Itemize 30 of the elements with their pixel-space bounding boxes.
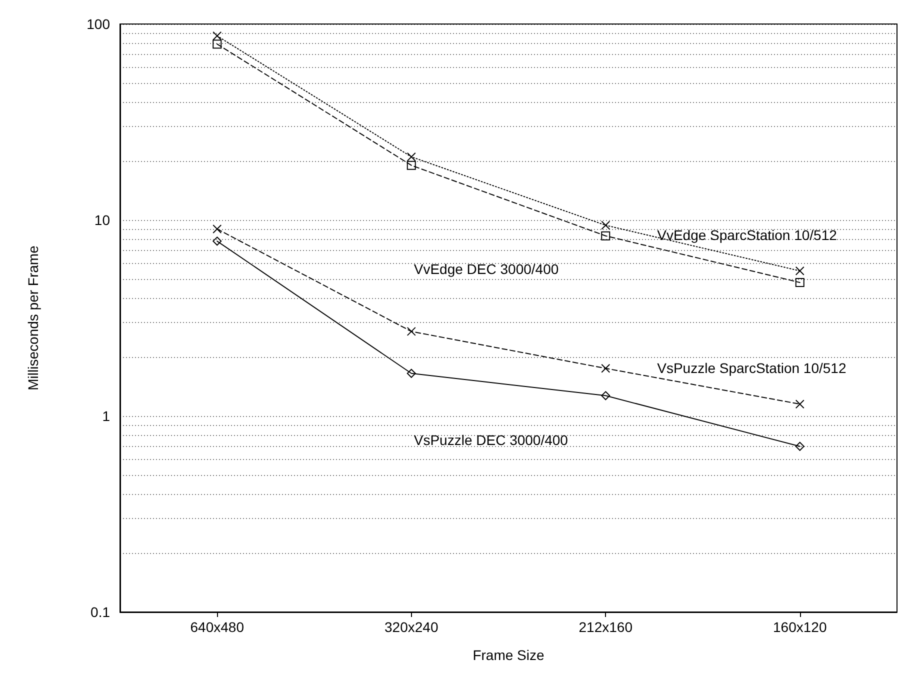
series-label: VsPuzzle SparcStation 10/512 (657, 360, 846, 376)
text: VvEdge DEC 3000/400 (414, 260, 559, 277)
point (406, 152, 416, 162)
point (601, 231, 610, 240)
point (795, 442, 804, 451)
point (212, 31, 222, 40)
point (795, 400, 804, 409)
point (406, 326, 416, 336)
point (212, 224, 222, 234)
series-label: VvEdge SparcStation 10/512 (657, 226, 838, 243)
point (601, 220, 610, 230)
text: VsPuzzle DEC 3000/400 (414, 432, 568, 448)
x-tick-label: 640x480 (190, 619, 244, 635)
point (795, 266, 804, 276)
point (212, 40, 222, 49)
x-tick-label: 320x240 (384, 619, 438, 635)
x-tick-label: 160x120 (773, 619, 827, 635)
x-axis-title: Frame Size (472, 647, 544, 663)
point (795, 278, 804, 287)
y-tick-label: 100 (86, 16, 110, 32)
point (406, 160, 416, 170)
point (601, 391, 610, 400)
y-tick-label: 1 (102, 408, 110, 424)
point (406, 368, 416, 378)
point (601, 364, 610, 373)
x-tick-label: 212x160 (578, 619, 633, 635)
y-tick-label: 0.1 (90, 604, 110, 620)
y-axis-title: Milliseconds per Frame (25, 245, 41, 390)
point (212, 236, 222, 246)
y-tick-label: 10 (94, 212, 110, 228)
